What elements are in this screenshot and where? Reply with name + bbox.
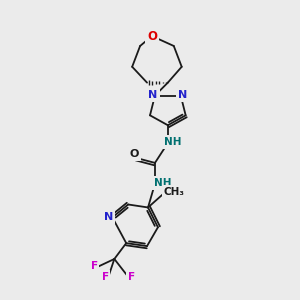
Text: F: F — [102, 272, 109, 282]
Text: CH₃: CH₃ — [163, 187, 184, 196]
Text: NH: NH — [154, 178, 172, 188]
Text: F: F — [128, 272, 135, 282]
Text: F: F — [91, 261, 98, 271]
Text: N: N — [104, 212, 113, 222]
Text: NH: NH — [164, 137, 182, 147]
Text: O: O — [147, 30, 157, 43]
Text: O: O — [130, 149, 139, 159]
Text: N: N — [178, 89, 187, 100]
Text: N: N — [148, 89, 158, 100]
